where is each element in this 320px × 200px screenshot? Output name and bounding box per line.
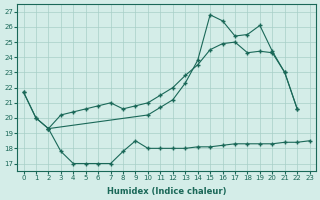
X-axis label: Humidex (Indice chaleur): Humidex (Indice chaleur) — [107, 187, 226, 196]
